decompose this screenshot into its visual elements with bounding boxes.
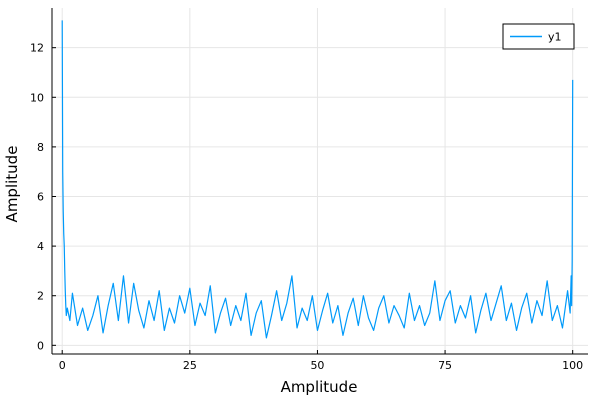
series-layer xyxy=(61,20,574,339)
y-axis-title: Amplitude xyxy=(3,146,21,223)
tick-labels: 0 25 50 75 100 0 2 4 6 8 10 12 xyxy=(30,42,583,372)
x-tick-label: 50 xyxy=(310,359,324,372)
legend-label: y1 xyxy=(548,31,562,44)
x-tick-label: 100 xyxy=(562,359,583,372)
y-tick-label: 2 xyxy=(37,290,44,303)
y-tick-label: 4 xyxy=(37,240,44,253)
y-tick-label: 12 xyxy=(30,42,44,55)
y-tick-label: 6 xyxy=(37,191,44,204)
series-line-y1 xyxy=(61,20,574,339)
y-tick-label: 8 xyxy=(37,141,44,154)
y-tick-label: 0 xyxy=(37,339,44,352)
x-tick-label: 75 xyxy=(438,359,452,372)
axes xyxy=(51,8,588,355)
y-tick-label: 10 xyxy=(30,91,44,104)
legend: y1 xyxy=(502,23,575,50)
x-tick-label: 0 xyxy=(59,359,66,372)
x-tick-label: 25 xyxy=(183,359,197,372)
x-axis-title: Amplitude xyxy=(281,378,358,396)
